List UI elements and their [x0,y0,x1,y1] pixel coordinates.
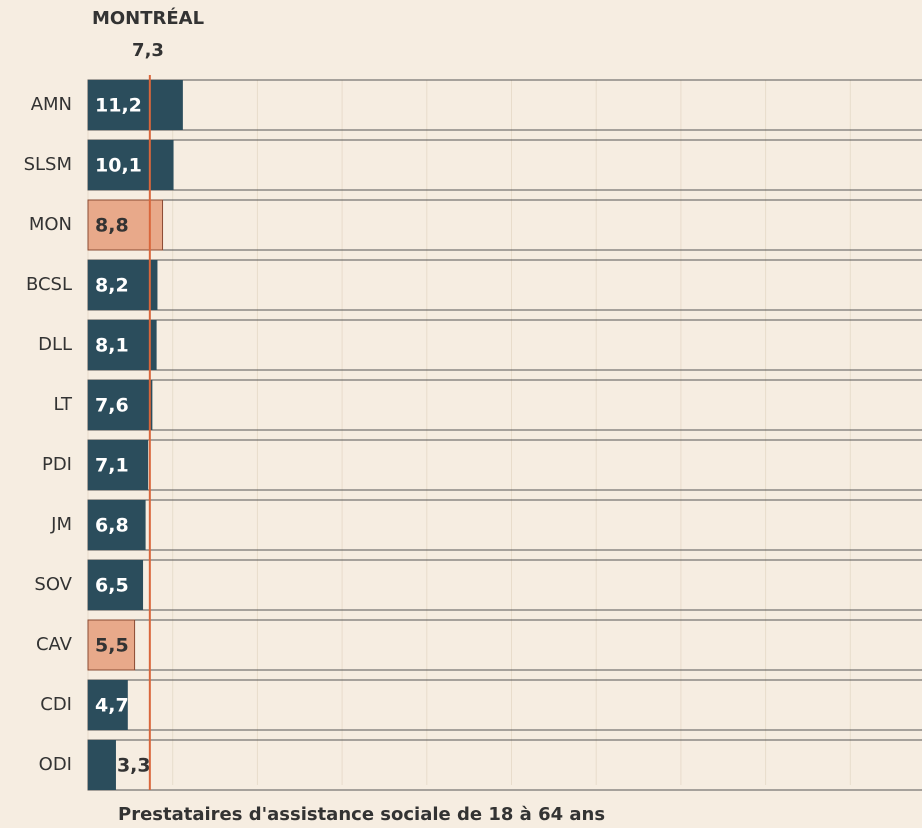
bar [88,500,146,550]
x-axis-label: Prestataires d'assistance sociale de 18 … [118,804,605,825]
value-label: 10,1 [95,155,142,177]
bar [88,140,174,190]
value-label: 8,1 [95,335,129,357]
value-label: 6,5 [95,575,129,597]
value-label: 3,3 [117,755,151,777]
category-label: AMN [31,94,72,115]
category-label: CAV [36,634,73,655]
bar [88,680,128,730]
category-label: SLSM [24,154,72,175]
category-label: BCSL [26,274,72,295]
value-label: 6,8 [95,515,129,537]
bar [88,80,183,130]
value-label: 8,8 [95,215,129,237]
category-label: SOV [34,574,72,595]
bar [88,320,157,370]
value-label: 7,6 [95,395,129,417]
bar [88,380,153,430]
bar [88,560,144,610]
value-label: 11,2 [95,95,142,117]
bar [88,440,149,490]
value-label: 7,1 [95,455,129,477]
category-label: PDI [42,454,72,475]
bar [88,740,116,790]
reference-name: MONTRÉAL [92,7,204,29]
category-label: JM [50,514,72,535]
value-label: 8,2 [95,275,129,297]
category-label: LT [53,394,73,415]
category-label: CDI [40,694,72,715]
value-label: 5,5 [95,635,129,657]
bar [88,260,158,310]
reference-label: 7,3 [132,40,164,61]
category-label: DLL [38,334,72,355]
value-label: 4,7 [95,695,129,717]
bar [87,619,136,671]
category-label: MON [29,214,72,235]
category-label: ODI [39,754,72,775]
